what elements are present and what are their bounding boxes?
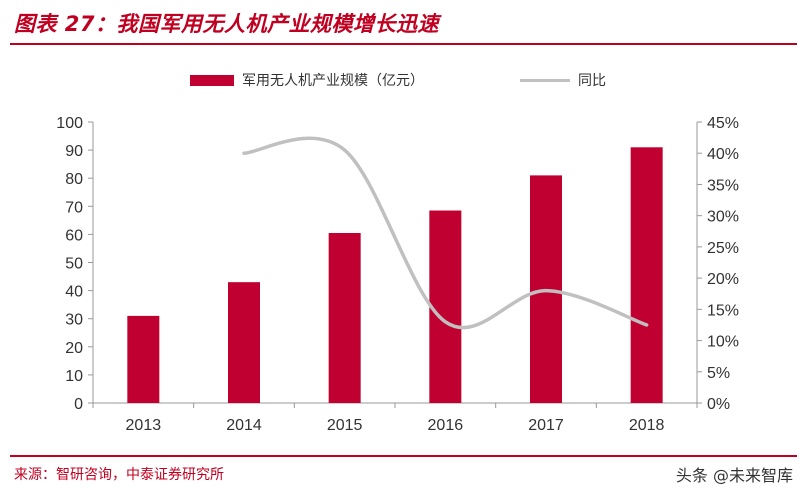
bar	[228, 282, 260, 403]
legend-line-swatch	[520, 78, 570, 82]
y-left-tick-label: 20	[65, 340, 83, 357]
y-left-tick-label: 50	[65, 256, 83, 273]
bar	[429, 210, 462, 403]
title-divider	[10, 43, 797, 45]
y-right-tick-label: 40%	[707, 146, 739, 163]
chart-title: 图表 27：我国军用无人机产业规模增长迅速	[14, 12, 440, 36]
y-left-tick-label: 10	[65, 368, 83, 385]
legend-item-bar: 军用无人机产业规模（亿元）	[190, 70, 424, 90]
y-right-tick-label: 5%	[707, 365, 730, 382]
legend-line-label: 同比	[578, 73, 606, 89]
y-left-tick-label: 30	[65, 312, 83, 329]
y-right-tick-label: 20%	[707, 271, 739, 288]
y-right-tick-label: 35%	[707, 177, 739, 194]
x-tick-label: 2018	[629, 417, 665, 434]
x-tick-label: 2017	[528, 417, 564, 434]
x-tick-label: 2013	[126, 417, 162, 434]
source-note: 来源：智研咨询，中泰证券研究所	[14, 467, 224, 483]
y-left-tick-label: 100	[56, 115, 83, 132]
y-right-tick-label: 45%	[707, 115, 739, 132]
footer-divider	[10, 455, 797, 457]
bar	[328, 232, 361, 403]
y-left-tick-label: 90	[65, 143, 83, 160]
chart-legend: 军用无人机产业规模（亿元） 同比	[0, 70, 805, 90]
y-right-tick-label: 30%	[707, 209, 739, 226]
legend-item-line: 同比	[520, 70, 606, 90]
legend-bar-swatch	[190, 74, 234, 86]
y-left-tick-label: 80	[65, 171, 83, 188]
x-tick-label: 2016	[428, 417, 464, 434]
legend-bar-label: 军用无人机产业规模（亿元）	[242, 73, 424, 89]
x-tick-label: 2015	[327, 417, 363, 434]
y-left-tick-label: 0	[74, 396, 83, 413]
watermark: 头条 @未来智库	[675, 466, 793, 485]
y-left-tick-label: 60	[65, 227, 83, 244]
y-right-tick-label: 25%	[707, 240, 739, 257]
yoy-line	[242, 136, 649, 330]
y-left-tick-label: 70	[65, 199, 83, 216]
y-right-tick-label: 15%	[707, 302, 739, 319]
y-right-tick-label: 0%	[707, 396, 730, 413]
bar	[630, 147, 663, 403]
bar	[127, 315, 160, 403]
y-right-tick-label: 10%	[707, 334, 739, 351]
x-tick-label: 2014	[226, 417, 262, 434]
y-left-tick-label: 40	[65, 284, 83, 301]
